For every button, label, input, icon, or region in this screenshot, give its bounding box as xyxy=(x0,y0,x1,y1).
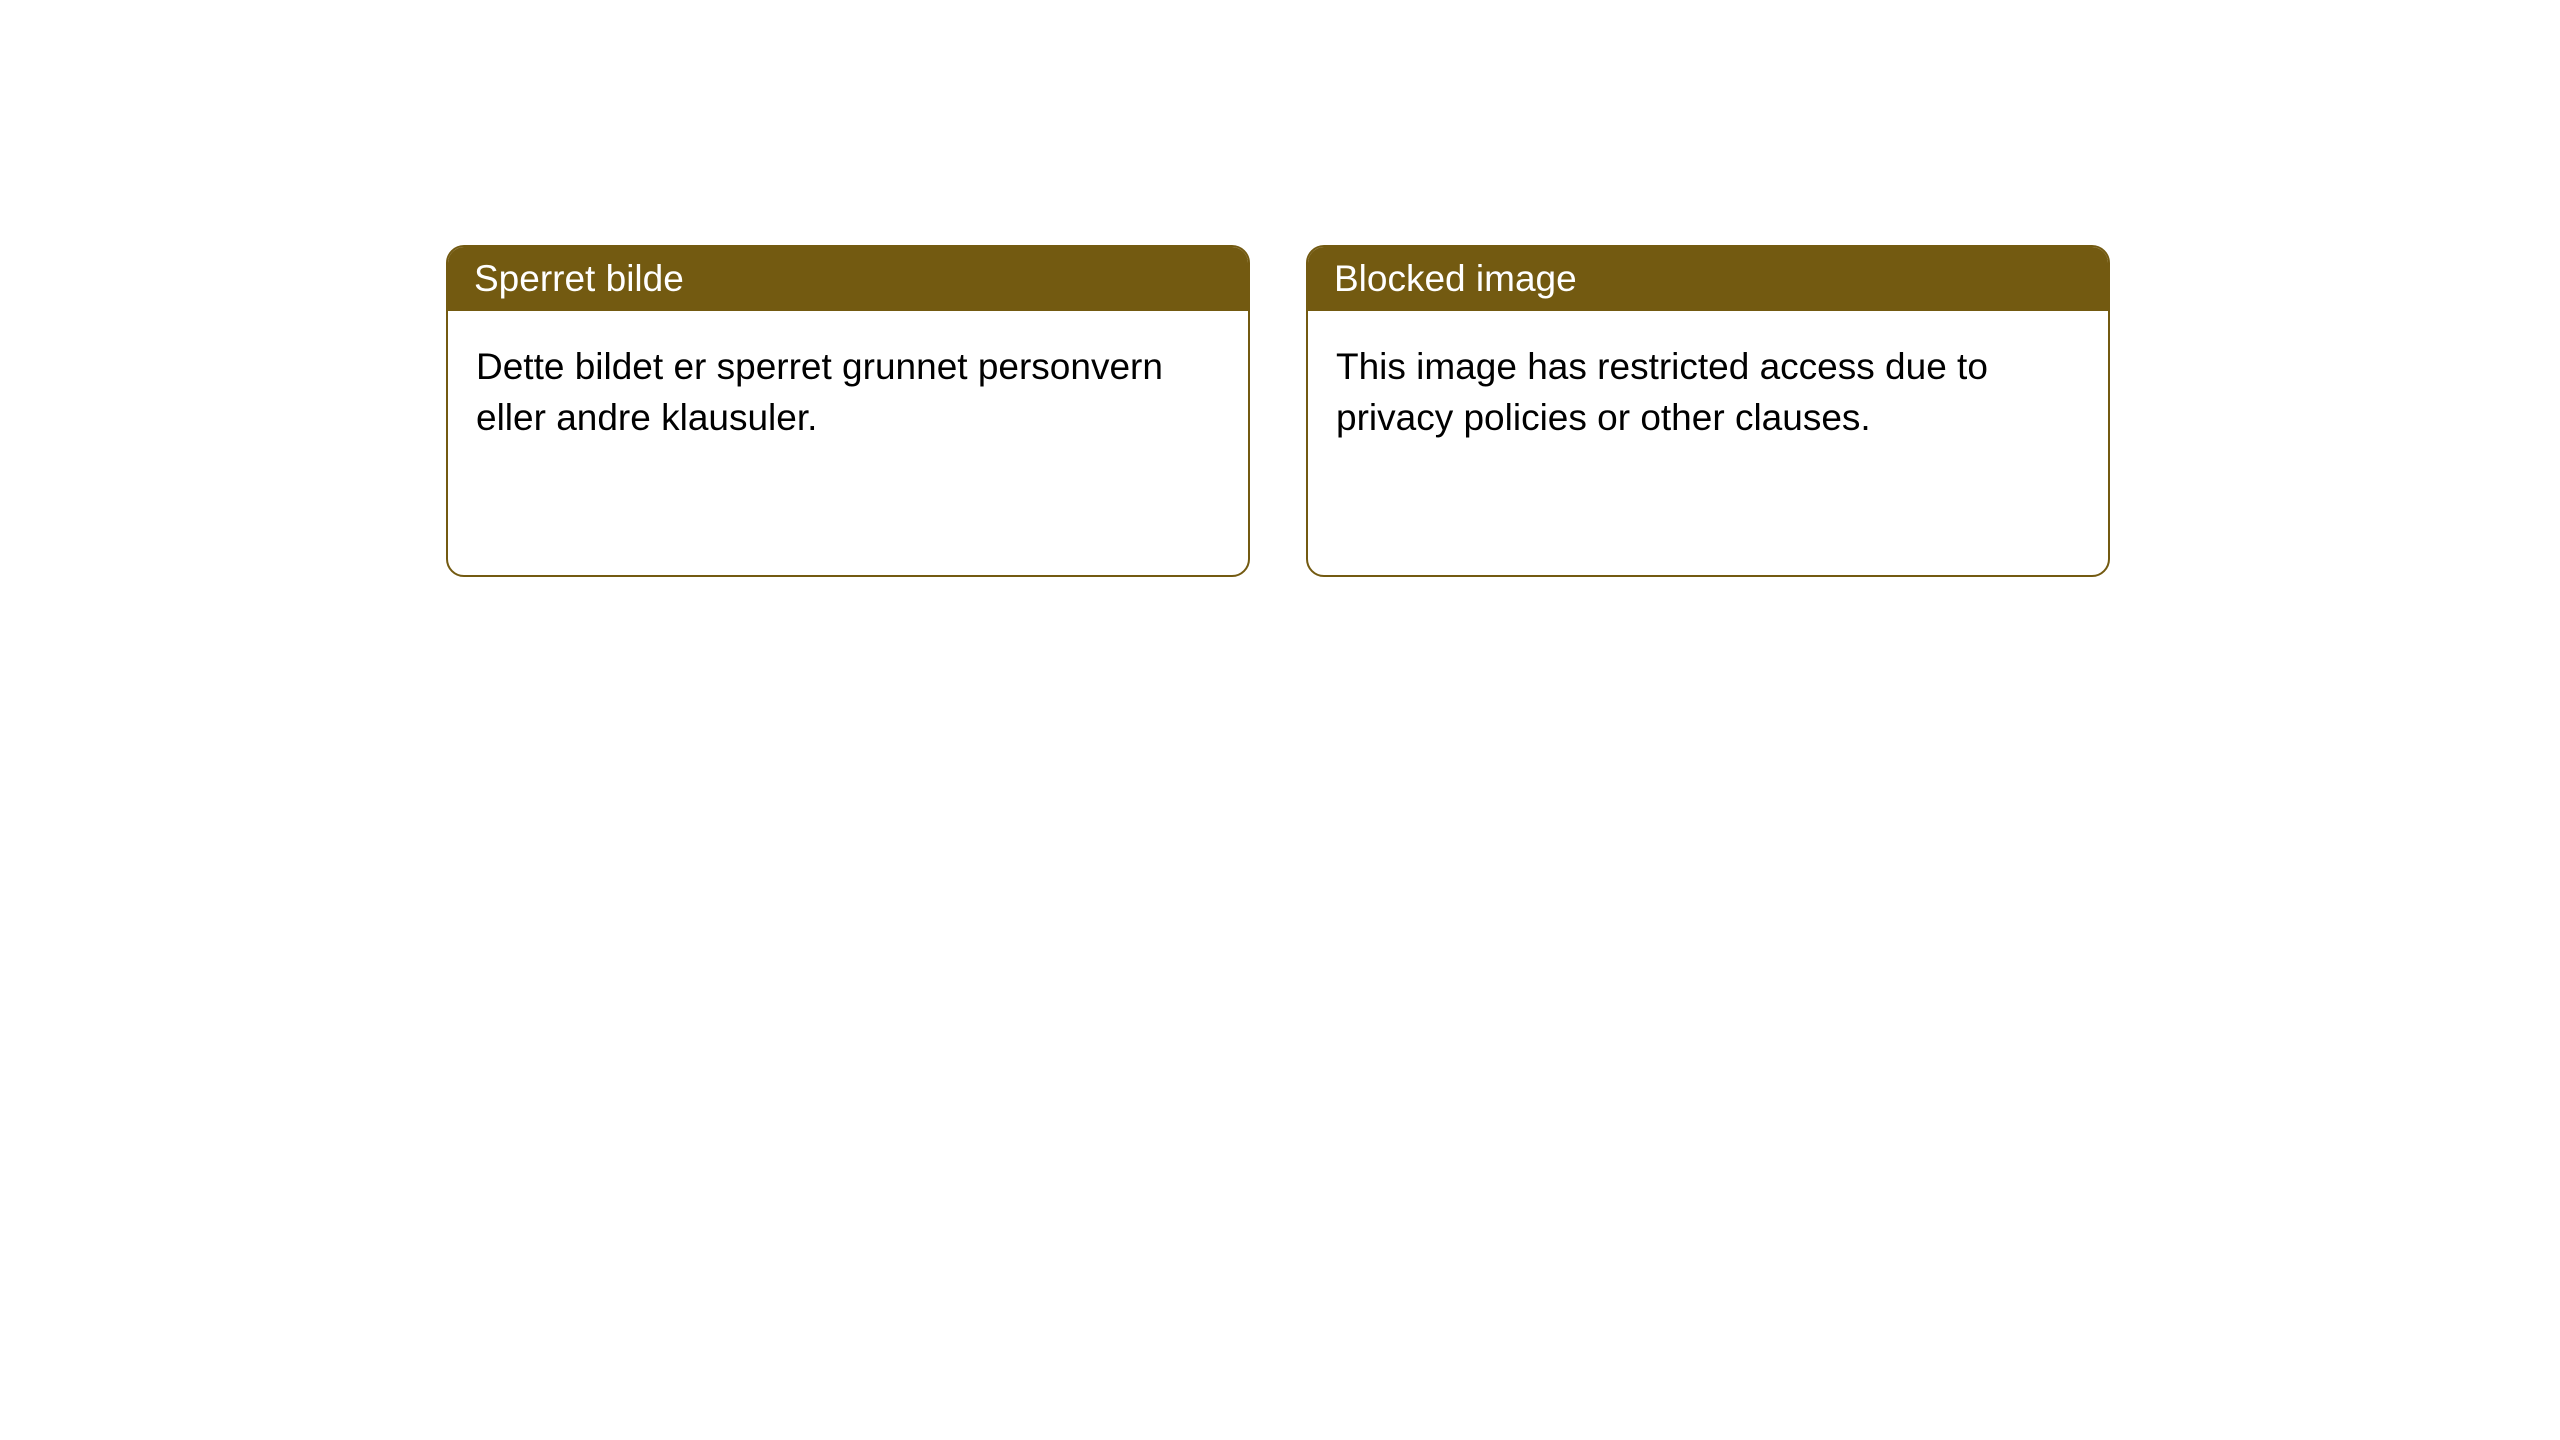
notice-card-body: Dette bildet er sperret grunnet personve… xyxy=(448,311,1248,473)
notice-card-title: Blocked image xyxy=(1308,247,2108,311)
notice-card-english: Blocked image This image has restricted … xyxy=(1306,245,2110,577)
notice-card-body: This image has restricted access due to … xyxy=(1308,311,2108,473)
notice-container: Sperret bilde Dette bildet er sperret gr… xyxy=(0,0,2560,577)
notice-card-norwegian: Sperret bilde Dette bildet er sperret gr… xyxy=(446,245,1250,577)
notice-card-title: Sperret bilde xyxy=(448,247,1248,311)
